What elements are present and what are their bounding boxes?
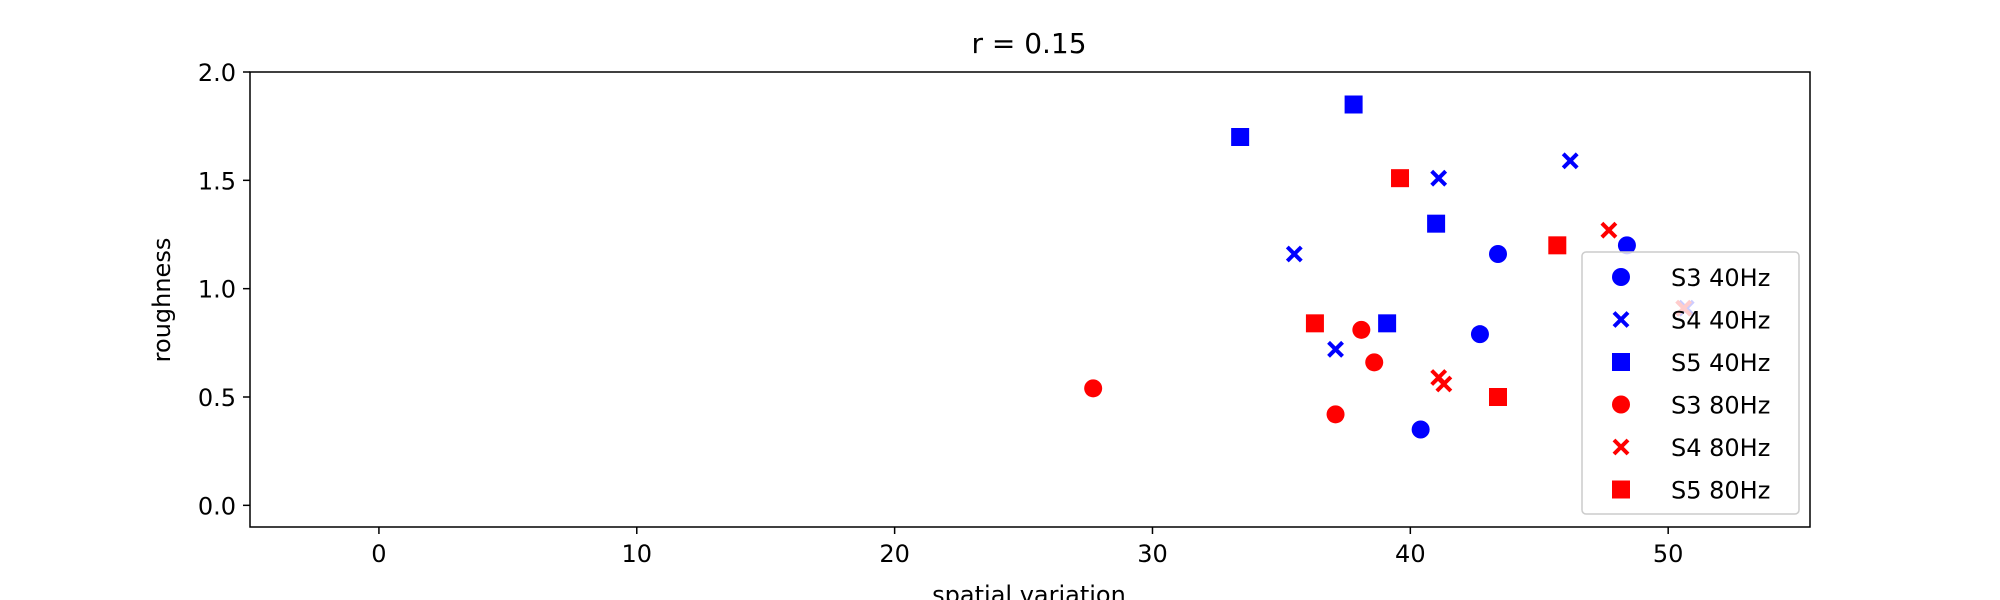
legend-marker xyxy=(1612,268,1630,286)
data-point xyxy=(1489,245,1507,263)
legend-label: S3 40Hz xyxy=(1671,264,1770,292)
x-axis: 0 10 20 30 40 50 xyxy=(371,527,1683,568)
y-axis-label: roughness xyxy=(148,238,176,363)
legend-marker xyxy=(1612,480,1630,499)
data-point xyxy=(1305,314,1324,333)
legend-label: S3 80Hz xyxy=(1671,392,1770,420)
y-tick-label: 1.0 xyxy=(198,276,236,304)
legend-marker xyxy=(1612,395,1630,414)
data-point xyxy=(1617,236,1636,255)
data-point xyxy=(1489,388,1507,406)
data-point xyxy=(1411,420,1430,439)
y-tick-label: 1.5 xyxy=(198,167,236,195)
y-tick-label: 0.0 xyxy=(198,492,236,520)
legend-label: S5 80Hz xyxy=(1671,477,1770,505)
data-point xyxy=(1344,95,1363,114)
y-axis: 0.0 0.5 1.0 1.5 2.0 xyxy=(198,59,250,520)
legend-label: S4 80Hz xyxy=(1671,434,1770,462)
data-point xyxy=(1327,340,1344,358)
legend-marker xyxy=(1612,438,1630,456)
data-point xyxy=(1600,221,1618,239)
data-point xyxy=(1548,236,1567,255)
x-axis-label: spatial variation xyxy=(932,581,1126,600)
data-point xyxy=(1352,320,1371,339)
data-point xyxy=(1561,152,1579,170)
x-tick-label: 50 xyxy=(1653,540,1684,568)
legend-marker xyxy=(1612,311,1630,328)
data-point xyxy=(1378,314,1397,333)
data-point xyxy=(1470,325,1489,344)
x-tick-label: 30 xyxy=(1137,540,1168,568)
y-tick-label: 2.0 xyxy=(198,59,236,87)
legend-marker xyxy=(1612,353,1630,371)
x-tick-label: 20 xyxy=(879,540,910,568)
data-point xyxy=(1365,353,1384,372)
y-tick-label: 0.5 xyxy=(198,384,236,412)
legend-frame xyxy=(1581,251,1800,515)
x-tick-label: 40 xyxy=(1395,540,1426,568)
data-point xyxy=(1231,128,1250,146)
legend-label: S4 40Hz xyxy=(1671,307,1770,335)
plot-area xyxy=(249,71,1811,528)
data-point xyxy=(1391,169,1410,188)
x-tick-label: 10 xyxy=(622,540,653,568)
data-point xyxy=(1427,214,1446,233)
chart-title: r = 0.15 xyxy=(971,27,1086,60)
data-point xyxy=(1326,405,1345,424)
data-point xyxy=(1285,245,1303,263)
x-tick-label: 0 xyxy=(371,540,386,568)
legend-label: S5 40Hz xyxy=(1671,349,1770,377)
data-points xyxy=(1084,95,1695,439)
legend: S3 40Hz S4 40Hz S5 40Hz S3 80Hz S4 80Hz S5 80… xyxy=(1581,251,1800,515)
data-point xyxy=(1084,379,1103,398)
data-point xyxy=(1435,375,1453,393)
data-point xyxy=(1430,169,1448,187)
